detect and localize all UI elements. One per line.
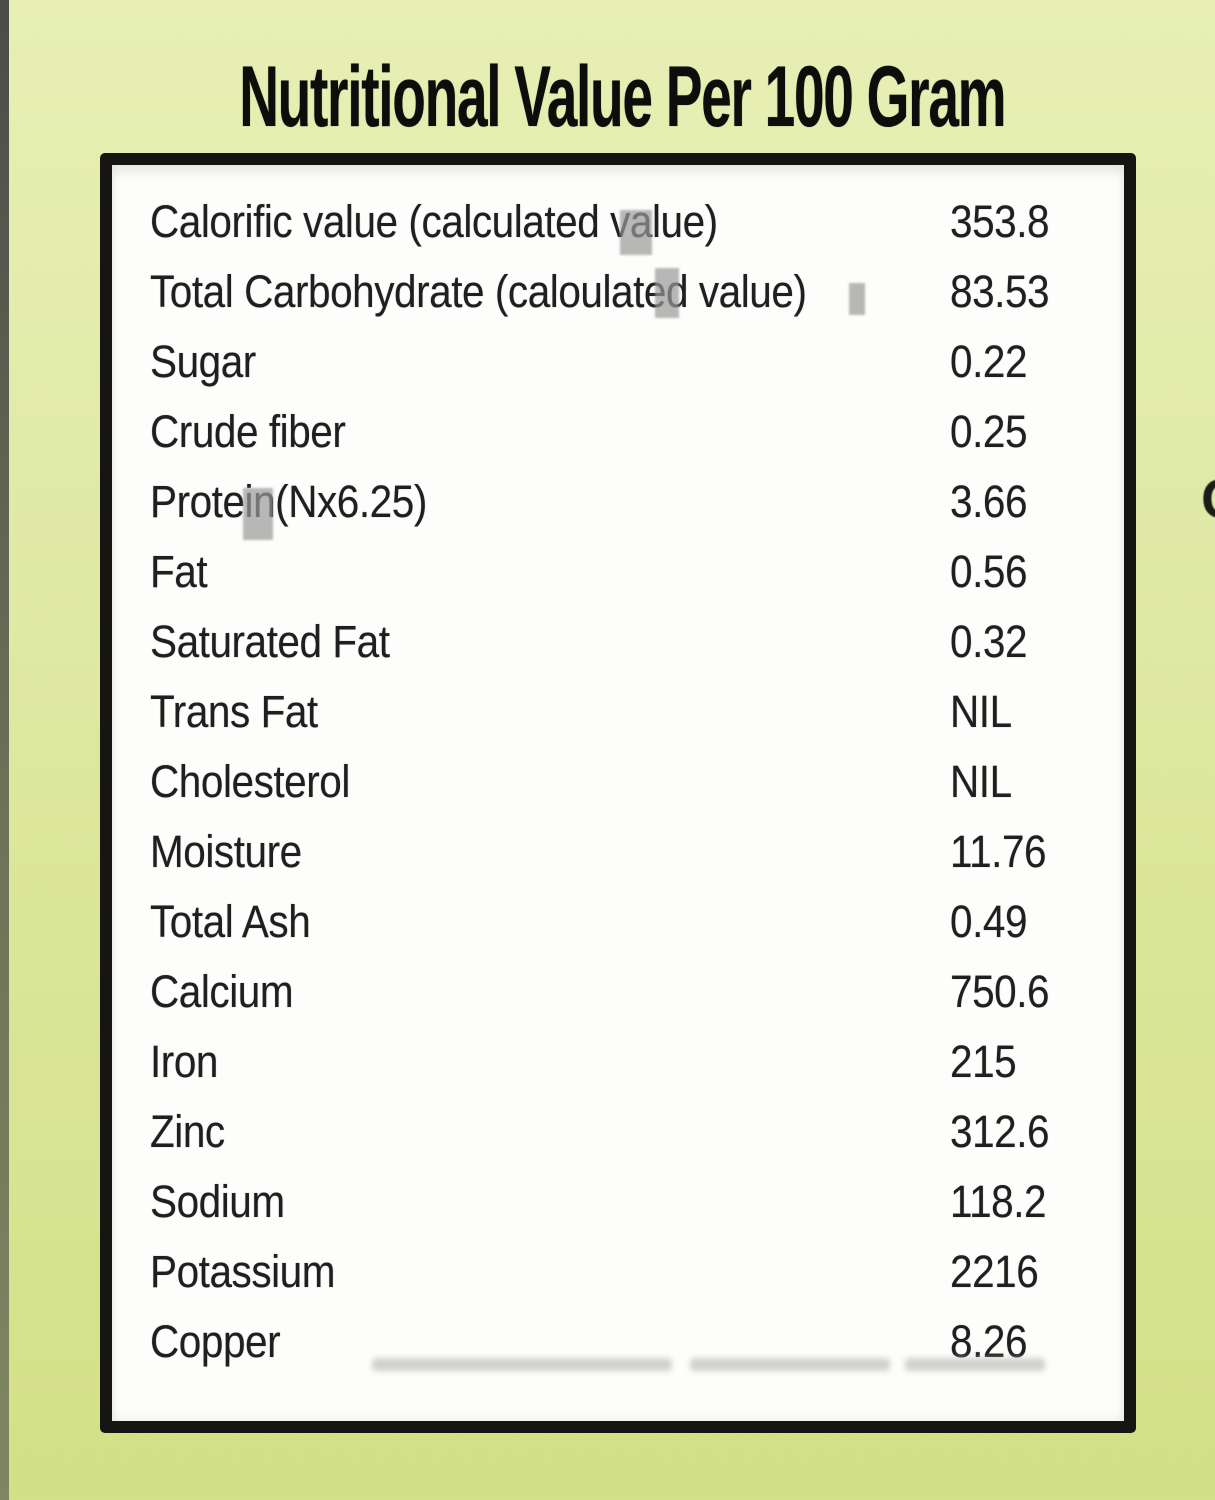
page-title: Nutritional Value Per 100 Gram <box>239 49 1006 145</box>
nutrient-value: 353.8 <box>950 196 1050 247</box>
nutrient-label: Iron <box>150 1036 218 1087</box>
nutrient-value: NIL <box>950 756 1012 807</box>
print-smudge <box>243 488 273 540</box>
nutrient-value: 750.6 <box>950 966 1050 1017</box>
table-row-cholesterol: Cholesterol NIL <box>150 747 1124 817</box>
table-row-zinc: Zinc 312.6 <box>150 1097 1124 1167</box>
table-row-calcium: Calcium 750.6 <box>150 957 1124 1027</box>
nutrient-label: Calcium <box>150 966 294 1017</box>
nutrient-label: Copper <box>150 1316 281 1367</box>
nutrition-table: Calorific value (calculated value) 353.8… <box>112 165 1124 1377</box>
ghost-text-smear <box>372 1358 672 1371</box>
print-smudge <box>620 210 652 255</box>
nutrient-value: 3.66 <box>950 476 1028 527</box>
table-row-moisture: Moisture 11.76 <box>150 817 1124 887</box>
nutrient-value: 0.22 <box>950 336 1028 387</box>
nutrient-label: Calorific value (calculated value) <box>150 196 718 247</box>
print-smudge <box>655 268 679 318</box>
table-row-total-carbohydrate: Total Carbohydrate (caloulated value) 83… <box>150 257 1124 327</box>
nutrient-label: Zinc <box>150 1106 225 1157</box>
nutrient-label: Total Ash <box>150 896 311 947</box>
nutrient-value: NIL <box>950 686 1012 737</box>
nutrient-value: 2216 <box>950 1246 1039 1297</box>
table-row-saturated-fat: Saturated Fat 0.32 <box>150 607 1124 677</box>
table-row-protein: Protein(Nx6.25) 3.66 <box>150 467 1124 537</box>
nutrient-label: Saturated Fat <box>150 616 390 667</box>
nutrient-value: 312.6 <box>950 1106 1050 1157</box>
nutrient-value: 83.53 <box>950 266 1050 317</box>
table-row-total-ash: Total Ash 0.49 <box>150 887 1124 957</box>
table-row-fat: Fat 0.56 <box>150 537 1124 607</box>
ghost-text-smear <box>690 1358 890 1371</box>
nutrition-facts-box: Calorific value (calculated value) 353.8… <box>100 153 1136 1433</box>
nutrient-label: Cholesterol <box>150 756 350 807</box>
ghost-text-smear <box>905 1358 1045 1371</box>
nutrient-value: 11.76 <box>950 826 1047 877</box>
nutrient-value: 0.56 <box>950 546 1028 597</box>
nutrient-value: 0.32 <box>950 616 1028 667</box>
table-row-crude-fiber: Crude fiber 0.25 <box>150 397 1124 467</box>
nutrient-value: 0.25 <box>950 406 1028 457</box>
nutrient-label: Trans Fat <box>150 686 318 737</box>
table-row-trans-fat: Trans Fat NIL <box>150 677 1124 747</box>
nutrient-label: Sodium <box>150 1176 285 1227</box>
table-row-iron: Iron 215 <box>150 1027 1124 1097</box>
nutrient-value: 215 <box>950 1036 1017 1087</box>
print-smudge <box>849 283 865 315</box>
nutrient-label: Moisture <box>150 826 302 877</box>
table-row-sodium: Sodium 118.2 <box>150 1167 1124 1237</box>
nutrient-label: Total Carbohydrate (caloulated value) <box>150 266 807 317</box>
nutrient-label: Sugar <box>150 336 256 387</box>
nutrient-label: Potassium <box>150 1246 336 1297</box>
nutrient-label: Protein(Nx6.25) <box>150 476 427 527</box>
nutrient-value: 118.2 <box>950 1176 1047 1227</box>
nutrient-label: Fat <box>150 546 208 597</box>
nutrient-value: 0.49 <box>950 896 1028 947</box>
cropped-edge-glyph: C <box>1201 466 1215 531</box>
scan-edge-strip <box>0 0 9 1500</box>
nutrient-label: Crude fiber <box>150 406 346 457</box>
table-row-potassium: Potassium 2216 <box>150 1237 1124 1307</box>
table-row-sugar: Sugar 0.22 <box>150 327 1124 397</box>
